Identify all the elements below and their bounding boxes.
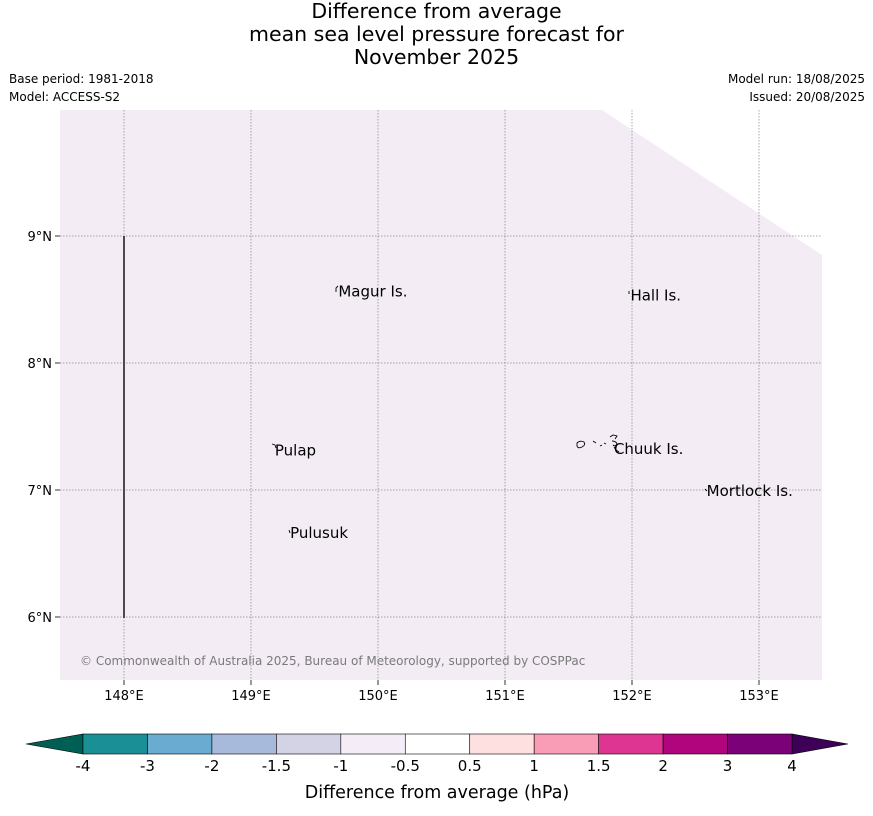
colorbar-tick-label: 4: [787, 757, 797, 775]
map-background: [60, 110, 822, 680]
colorbar-tick-label: 1: [529, 757, 539, 775]
model-run: Model run: 18/08/2025: [727, 72, 865, 86]
place-label: Pulap: [275, 441, 316, 459]
colorbar-tick-label: -1.5: [262, 757, 291, 775]
colorbar: -4 -3 -2 -1.5 -1 -0.5 0.5 1 1.5 2 3 4: [25, 733, 849, 775]
pulusuk-island-shape: [288, 529, 291, 534]
colorbar-tick-label: -0.5: [391, 757, 420, 775]
place-label: Hall Is.: [630, 286, 681, 304]
colorbar-tick-label: 1.5: [587, 757, 611, 775]
colorbar-segment: [340, 733, 406, 755]
place-label: Chuuk Is.: [614, 440, 683, 458]
gridlines: [60, 110, 822, 680]
colorbar-label: Difference from average (hPa): [305, 783, 570, 803]
title-line-2: mean sea level pressure forecast for: [249, 22, 624, 46]
meta-right: Model run: 18/08/2025 Issued: 20/08/2025: [728, 70, 865, 106]
colorbar-segment: [662, 733, 728, 755]
lon-tick-label: 149°E: [231, 689, 271, 704]
colorbar-segment: [404, 733, 471, 755]
colorbar-tick-label: 3: [723, 757, 733, 775]
lon-tick-label: 153°E: [739, 689, 779, 704]
colorbar-tick-label: -1: [333, 757, 348, 775]
title-line-1: Difference from average: [311, 0, 562, 23]
title-line-3: November 2025: [353, 45, 520, 69]
colorbar-over-arrow: [791, 733, 849, 755]
colorbar-segment: [211, 733, 277, 755]
magur-island-shape: [335, 285, 339, 292]
colorbar-tick-label: -2: [204, 757, 219, 775]
chart-title: Difference from average mean sea level p…: [0, 0, 873, 69]
chuuk-lagoon-shape: [576, 434, 620, 453]
colorbar-segment: [147, 733, 213, 755]
lat-tick-label: 6°N: [28, 611, 53, 626]
colorbar-tick-label: -4: [76, 757, 91, 775]
base-period: Base period: 1981-2018: [9, 72, 154, 86]
model-name: Model: ACCESS-S2: [9, 90, 121, 104]
colorbar-under-arrow: [25, 733, 84, 755]
colorbar-segment: [276, 733, 342, 755]
colorbar-segment: [598, 733, 664, 755]
lat-tick-label: 7°N: [28, 484, 53, 499]
lat-tick-label: 8°N: [28, 357, 53, 372]
lon-tick-label: 151°E: [485, 689, 525, 704]
issued-date: Issued: 20/08/2025: [749, 90, 865, 104]
place-label: Mortlock Is.: [707, 482, 793, 500]
colorbar-segment: [533, 733, 599, 755]
colorbar-tick-label: 0.5: [458, 757, 482, 775]
axis-ticks: 148°E 149°E 150°E 151°E 152°E 153°E 9°N 8°N 7°N 6…: [28, 230, 779, 704]
colorbar-tick-label: 2: [658, 757, 668, 775]
copyright-notice: © Commonwealth of Australia 2025, Bureau…: [80, 654, 585, 668]
place-label: Magur Is.: [338, 283, 407, 301]
place-labels: Magur Is. Hall Is. Pulap Chuuk Is. Mortlock …: [275, 283, 793, 542]
lon-tick-label: 150°E: [358, 689, 398, 704]
colorbar-tick-label: -3: [140, 757, 155, 775]
lon-tick-label: 152°E: [612, 689, 652, 704]
island-outlines: [271, 285, 708, 534]
place-label: Pulusuk: [290, 524, 348, 542]
colorbar-segment: [469, 733, 535, 755]
colorbar-segment: [727, 733, 793, 755]
pulap-island-shape: [271, 443, 277, 449]
colorbar-segment: [82, 733, 148, 755]
meta-left: Base period: 1981-2018 Model: ACCESS-S2: [9, 70, 154, 106]
lat-tick-label: 9°N: [28, 230, 53, 245]
lon-tick-label: 148°E: [104, 689, 144, 704]
mortlock-island-shape: [704, 488, 708, 492]
